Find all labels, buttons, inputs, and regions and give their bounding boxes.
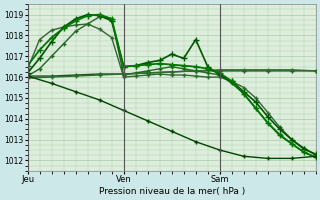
X-axis label: Pression niveau de la mer( hPa ): Pression niveau de la mer( hPa ) xyxy=(99,187,245,196)
